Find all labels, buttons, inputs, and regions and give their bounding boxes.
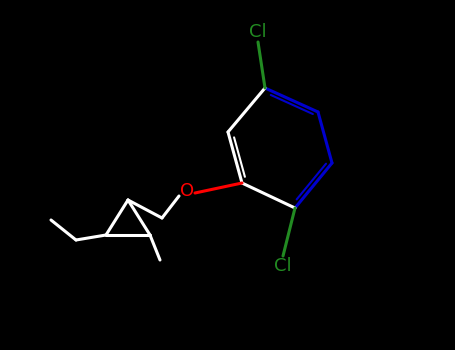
Text: Cl: Cl (249, 23, 267, 41)
Text: O: O (180, 182, 194, 200)
Text: Cl: Cl (274, 257, 292, 275)
